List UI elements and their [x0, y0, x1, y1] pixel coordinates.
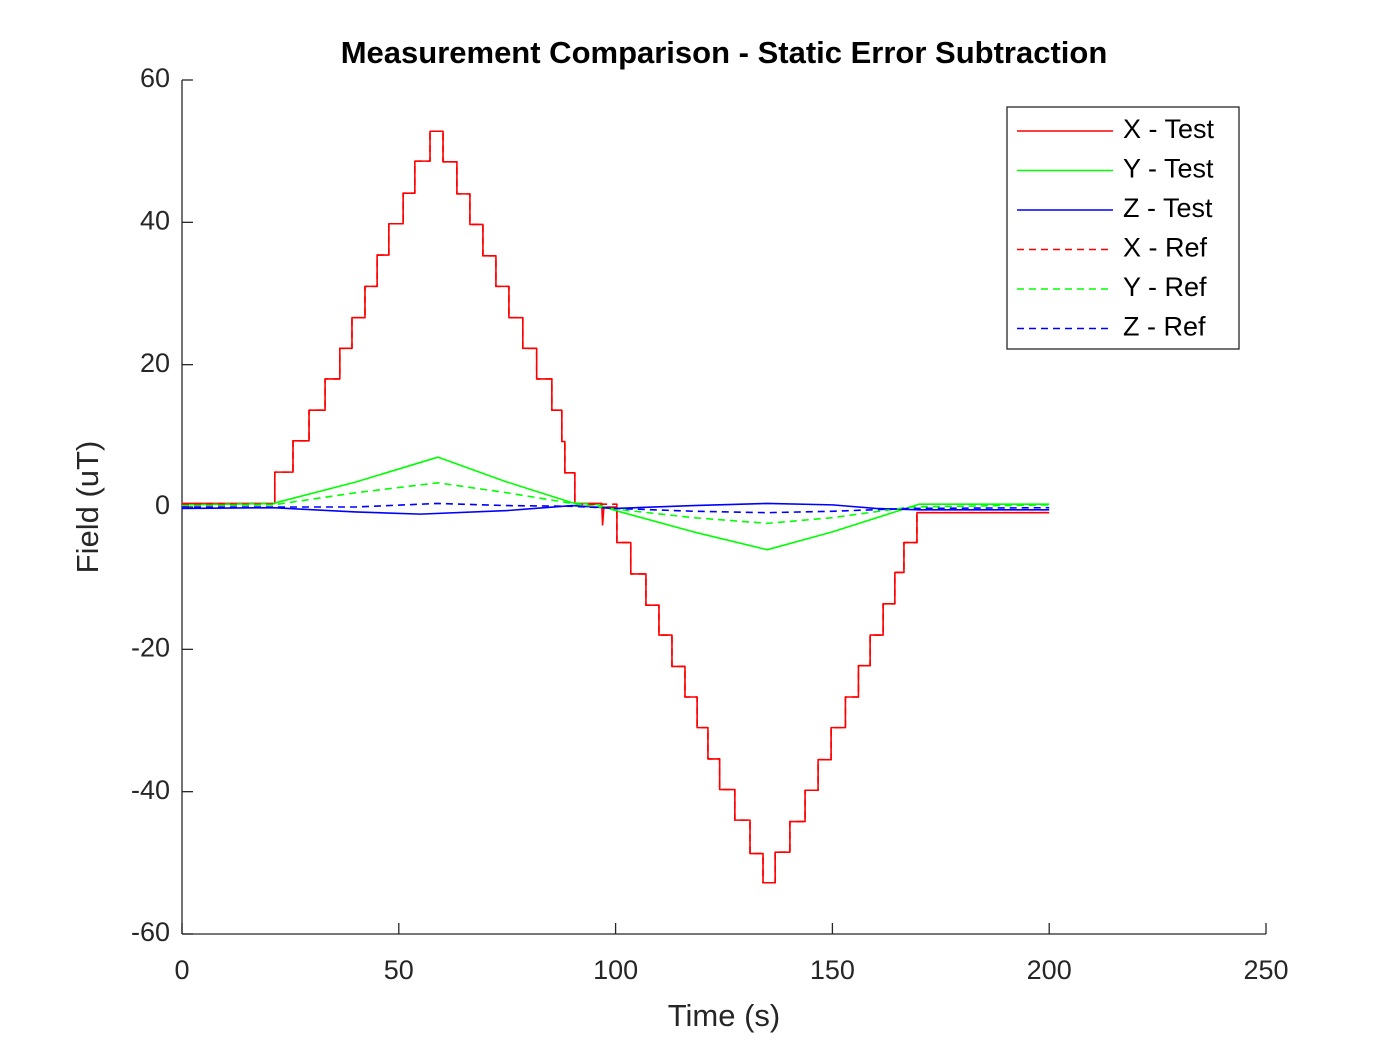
x-tick-label: 0 — [174, 955, 189, 985]
legend-label: Y - Test — [1123, 154, 1214, 184]
x-tick-label: 150 — [810, 955, 855, 985]
y-axis-label: Field (uT) — [70, 441, 105, 574]
x-tick-label: 50 — [384, 955, 414, 985]
y-tick-label: -60 — [131, 917, 170, 947]
legend-label: Z - Ref — [1123, 312, 1206, 342]
y-tick-label: 40 — [140, 205, 170, 235]
legend-box — [1006, 106, 1240, 350]
series-line — [181, 482, 1050, 525]
y-tick-label: 20 — [140, 348, 170, 378]
x-tick-label: 100 — [593, 955, 638, 985]
legend-label: X - Ref — [1123, 233, 1208, 263]
series-line — [182, 130, 1050, 884]
y-tick-label: -20 — [131, 632, 170, 662]
y-tick-label: 0 — [155, 490, 170, 520]
x-axis-label: Time (s) — [668, 998, 781, 1033]
x-tick-label: 200 — [1027, 955, 1072, 985]
legend-label: Y - Ref — [1123, 272, 1207, 302]
legend-label: Z - Test — [1123, 193, 1213, 223]
legend: X - Test Y - Test Z - Test X - Ref Y - Ref Z … — [1006, 106, 1240, 350]
chart-title: Measurement Comparison - Static Error Su… — [341, 35, 1108, 70]
x-tick-label: 250 — [1243, 955, 1288, 985]
legend-label: X - Test — [1123, 114, 1215, 144]
series-line — [182, 502, 1050, 514]
y-tick-label: 60 — [140, 63, 170, 93]
y-tick-label: -40 — [131, 775, 170, 805]
